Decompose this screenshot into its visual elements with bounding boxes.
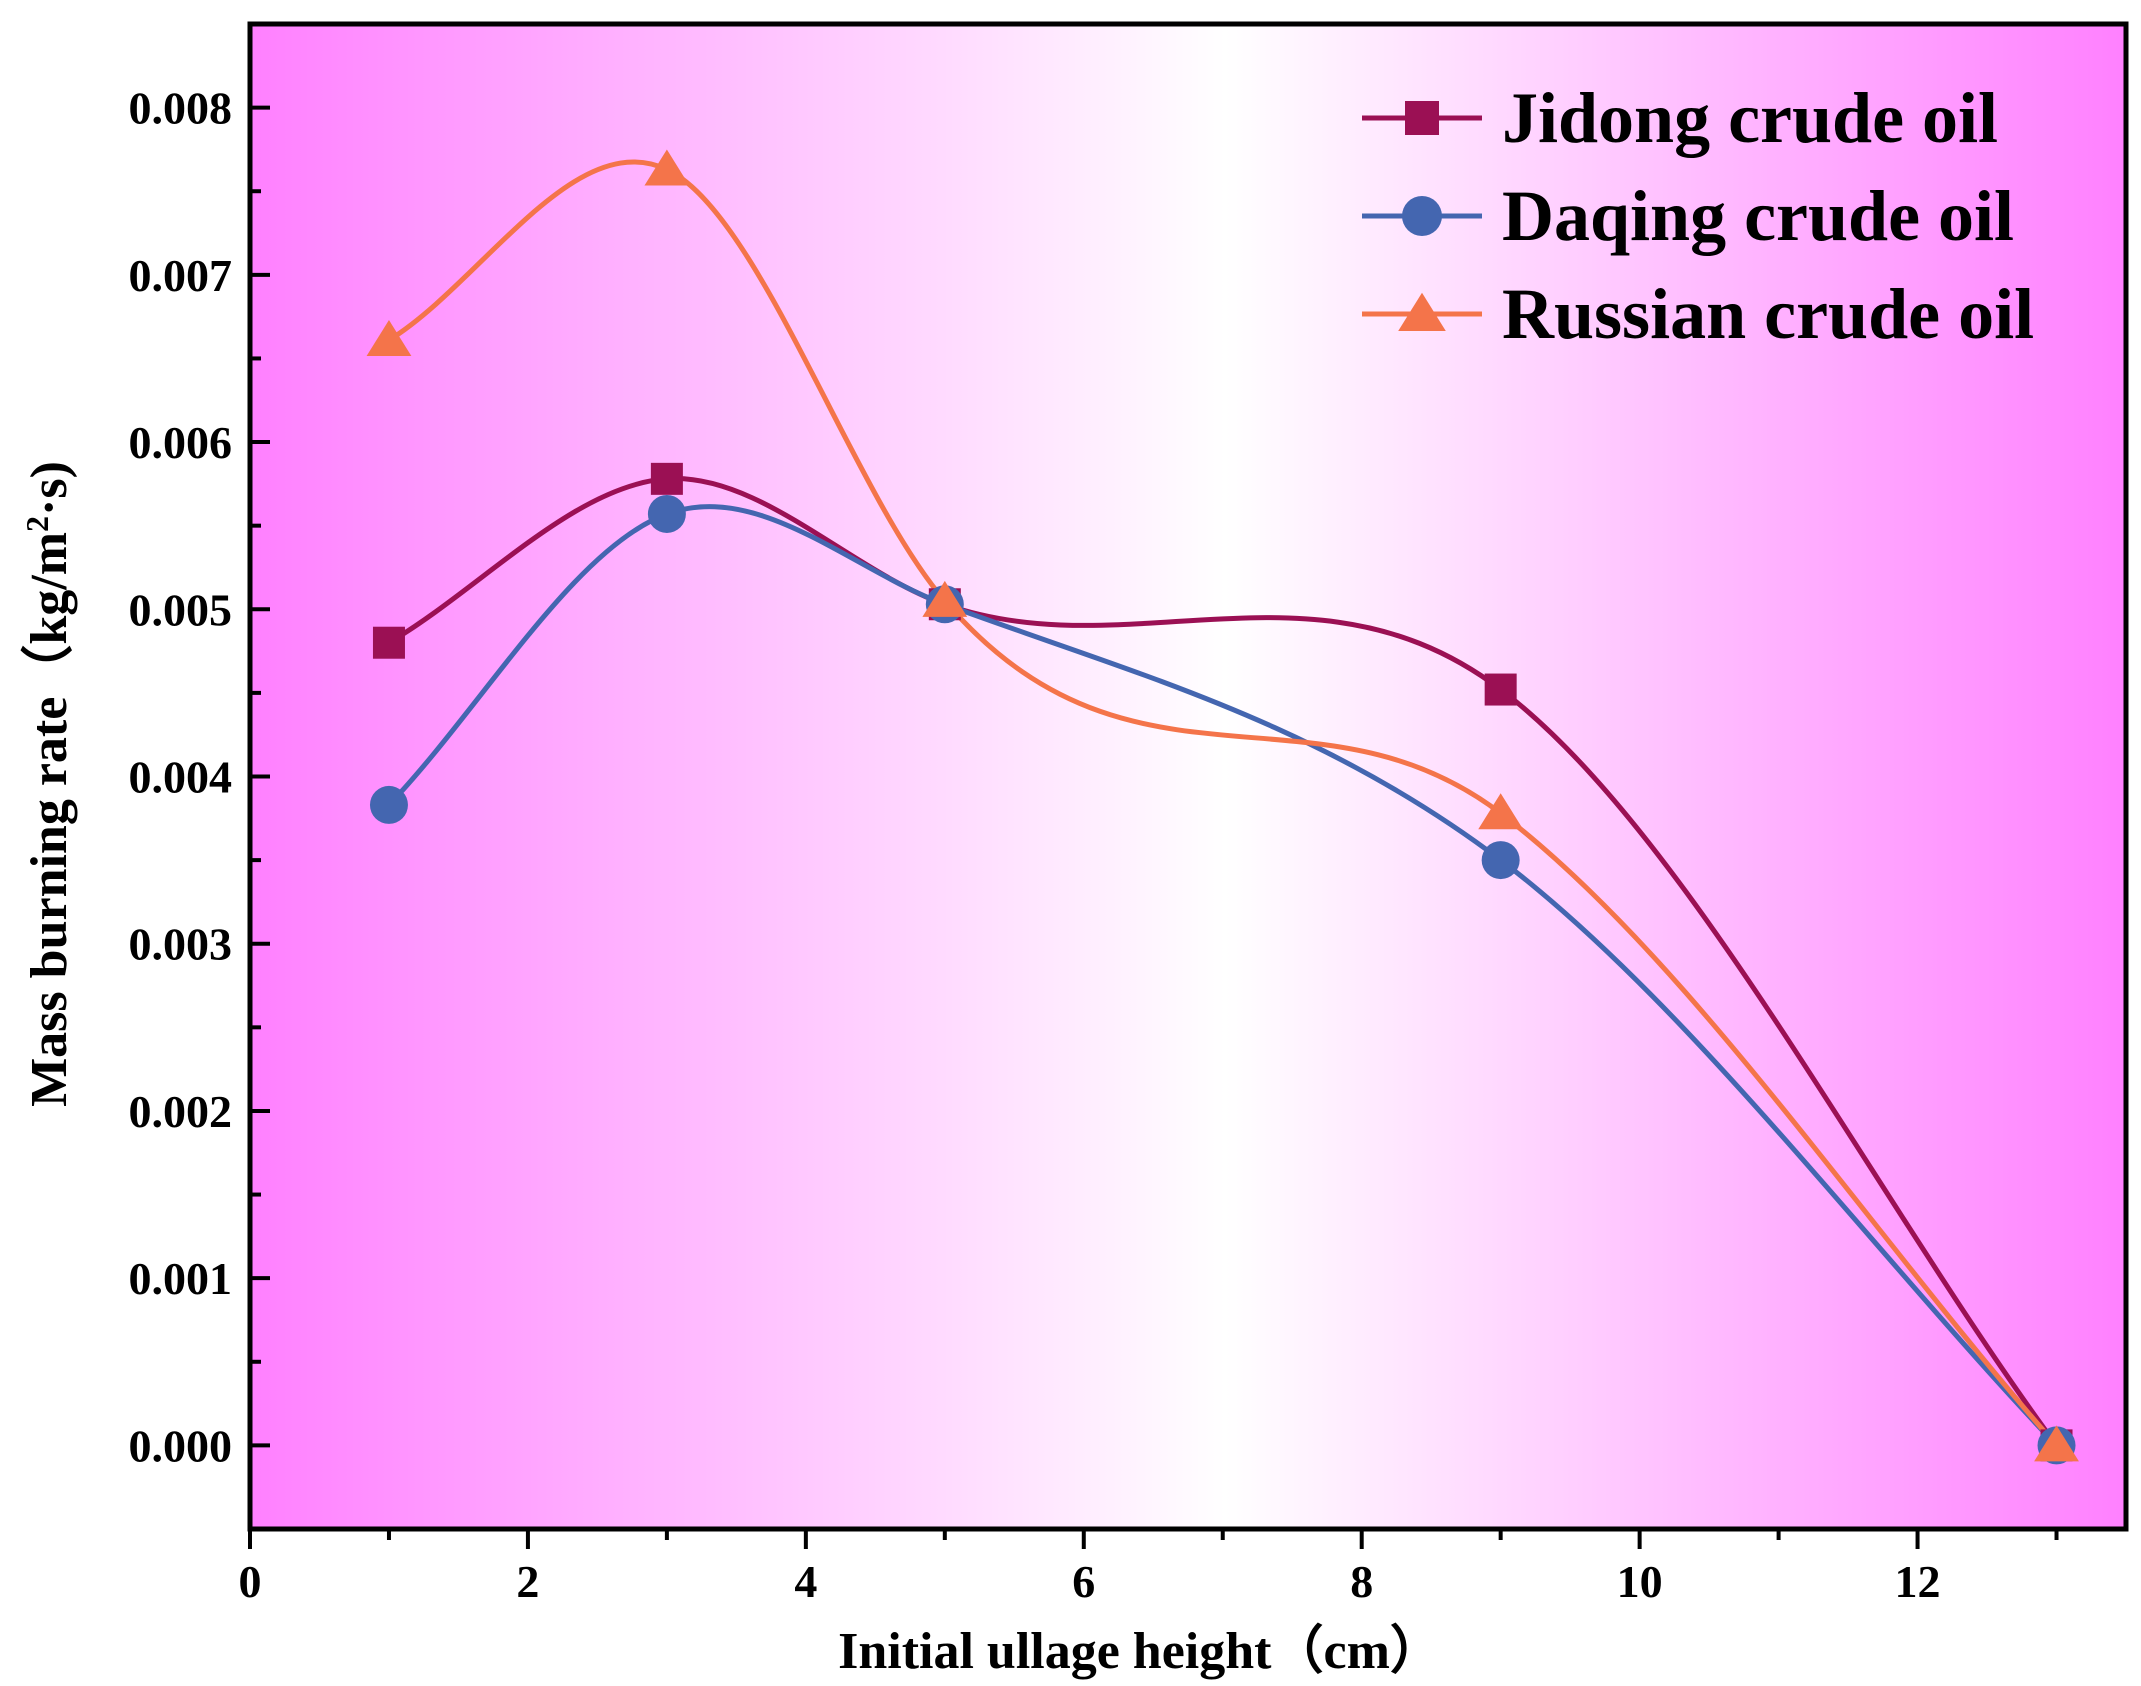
point-daqing-crude-oil: [647, 494, 686, 533]
y-axis-title-end: ·s): [21, 461, 78, 516]
y-axis-title-superscript: 2: [19, 516, 55, 532]
legend-label-jidong-crude-oil: Jidong crude oil: [1502, 78, 1998, 158]
point-russian-crude-oil: [922, 580, 968, 617]
y-tick-label: 0.007: [129, 250, 233, 301]
legend-marker-russian-crude-oil: [1398, 292, 1446, 331]
x-tick-label: 6: [1072, 1556, 1095, 1607]
legend: Jidong crude oil Daqing crude oil Russian …: [1362, 78, 2034, 354]
legend-marker-jidong-crude-oil: [1405, 101, 1439, 135]
y-tick-label: 0.006: [129, 417, 233, 468]
point-russian-crude-oil: [1478, 793, 1524, 830]
y-tick-label: 0.001: [129, 1253, 233, 1304]
y-tick-label: 0.005: [129, 584, 233, 635]
x-axis-title: Initial ullage height（cm）: [838, 1622, 1442, 1680]
plot-background: [250, 24, 2126, 1529]
x-tick-label: 2: [516, 1556, 539, 1607]
point-daqing-crude-oil: [1481, 841, 1520, 880]
series-curves: [387, 159, 2059, 1448]
series-line-daqing-crude-oil: [387, 504, 2059, 1448]
point-jidong-crude-oil: [1484, 673, 1517, 706]
legend-marker-daqing-crude-oil: [1402, 196, 1442, 236]
point-jidong-crude-oil: [650, 462, 683, 495]
x-tick-label: 0: [239, 1556, 262, 1607]
x-tick-label: 8: [1350, 1556, 1373, 1607]
legend-label-russian-crude-oil: Russian crude oil: [1502, 274, 2034, 354]
x-tick-label: 4: [794, 1556, 817, 1607]
y-axis: 0.000 0.001 0.002 0.003 0.004 0.005 0.006 0.007…: [129, 83, 270, 1471]
point-russian-crude-oil: [366, 320, 412, 357]
x-axis: 0 2 4 6 8 10 12: [239, 1529, 2059, 1607]
series-line-jidong-crude-oil: [387, 476, 2059, 1447]
series-markers: [366, 149, 2079, 1465]
point-daqing-crude-oil: [369, 785, 408, 824]
y-axis-title-main: Mass burning rate（kg/m: [20, 532, 78, 1107]
point-russian-crude-oil: [2034, 1425, 2079, 1462]
point-jidong-crude-oil: [372, 626, 405, 659]
x-tick-label: 10: [1617, 1556, 1663, 1607]
legend-label-daqing-crude-oil: Daqing crude oil: [1502, 176, 2014, 256]
series-line-russian-crude-oil: [387, 159, 2059, 1448]
point-russian-crude-oil: [644, 149, 690, 186]
x-tick-label: 12: [1895, 1556, 1941, 1607]
y-tick-label: 0.002: [129, 1086, 233, 1137]
y-tick-label: 0.004: [129, 752, 233, 803]
y-tick-label: 0.000: [129, 1420, 233, 1471]
y-tick-label: 0.003: [129, 919, 233, 970]
y-axis-title: Mass burning rate（kg/m2·s): [19, 461, 78, 1107]
y-tick-label: 0.008: [129, 83, 233, 134]
